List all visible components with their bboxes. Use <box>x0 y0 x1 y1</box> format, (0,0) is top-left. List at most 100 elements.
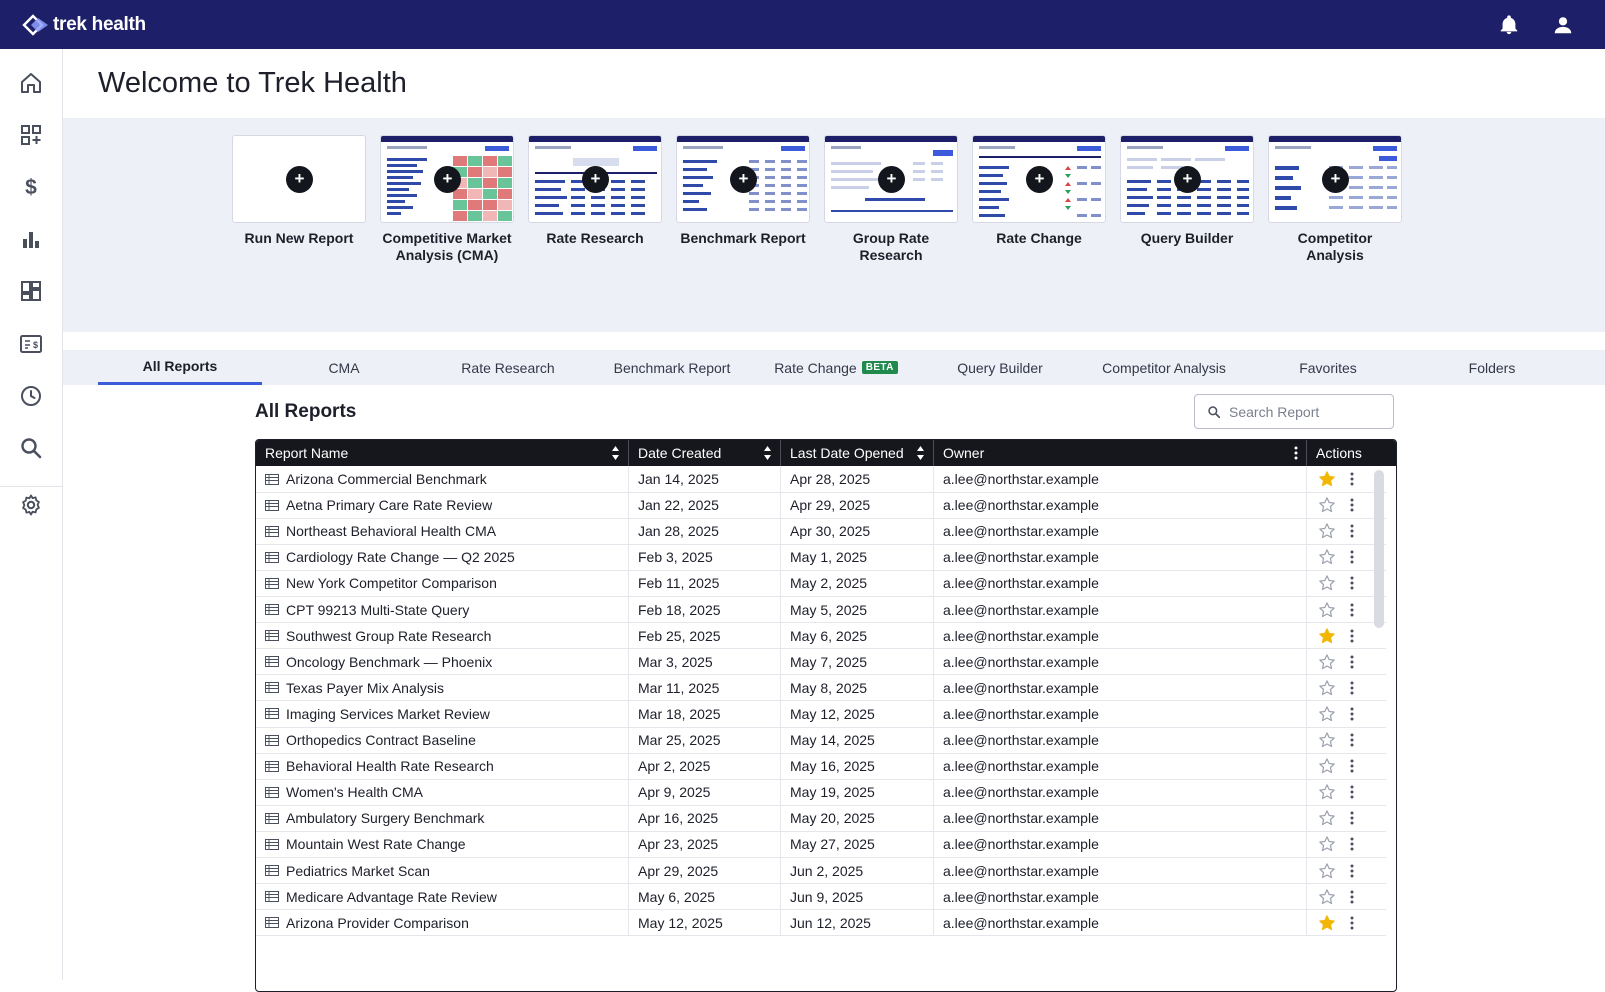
row-menu-icon[interactable] <box>1349 576 1355 590</box>
star-outline-icon[interactable] <box>1318 548 1336 566</box>
table-scrollbar[interactable] <box>1374 470 1384 628</box>
cell-report-name[interactable]: Behavioral Health Rate Research <box>256 753 629 780</box>
row-menu-icon[interactable] <box>1349 785 1355 799</box>
cell-report-name[interactable]: Ambulatory Surgery Benchmark <box>256 805 629 832</box>
star-outline-icon[interactable] <box>1318 679 1336 697</box>
row-menu-icon[interactable] <box>1349 498 1355 512</box>
add-widget-icon[interactable] <box>17 121 45 149</box>
table-row[interactable]: CPT 99213 Multi-State Query Feb 18, 2025 M… <box>256 596 1386 624</box>
star-outline-icon[interactable] <box>1318 862 1336 880</box>
row-menu-icon[interactable] <box>1349 837 1355 851</box>
row-menu-icon[interactable] <box>1349 811 1355 825</box>
table-row[interactable]: Imaging Services Market Review Mar 18, 20… <box>256 700 1386 728</box>
tab-rate-research[interactable]: Rate Research <box>426 350 590 385</box>
column-owner[interactable]: Owner <box>934 440 1307 466</box>
star-outline-icon[interactable] <box>1318 731 1336 749</box>
cell-report-name[interactable]: Pediatrics Market Scan <box>256 857 629 884</box>
cma-card[interactable]: + Competitive Market Analysis (CMA) <box>380 135 514 264</box>
search-input[interactable] <box>1229 403 1389 420</box>
table-row[interactable]: Aetna Primary Care Rate Review Jan 22, 20… <box>256 492 1386 519</box>
table-row[interactable]: Ambulatory Surgery Benchmark Apr 16, 2025… <box>256 805 1386 832</box>
gear-icon[interactable] <box>17 491 45 519</box>
tab-query-builder[interactable]: Query Builder <box>918 350 1082 385</box>
query-builder-card[interactable]: + Query Builder <box>1120 135 1254 247</box>
star-outline-icon[interactable] <box>1318 496 1336 514</box>
star-outline-icon[interactable] <box>1318 757 1336 775</box>
cell-report-name[interactable]: Women's Health CMA <box>256 779 629 806</box>
row-menu-icon[interactable] <box>1349 603 1355 617</box>
row-menu-icon[interactable] <box>1349 733 1355 747</box>
clock-icon[interactable] <box>17 382 45 410</box>
row-menu-icon[interactable] <box>1349 864 1355 878</box>
tab-all-reports[interactable]: All Reports <box>98 350 262 385</box>
plus-icon[interactable]: + <box>1174 166 1201 193</box>
row-menu-icon[interactable] <box>1349 524 1355 538</box>
tab-rate-change[interactable]: Rate Change BETA <box>754 350 918 385</box>
search-icon[interactable] <box>17 434 45 462</box>
dollar-icon[interactable]: $ <box>17 173 45 201</box>
table-row[interactable]: Mountain West Rate Change Apr 23, 2025 May… <box>256 831 1386 859</box>
tab-folders[interactable]: Folders <box>1410 350 1574 385</box>
column-last-date-opened[interactable]: Last Date Opened <box>781 440 934 466</box>
plus-icon[interactable]: + <box>1026 166 1053 193</box>
table-row[interactable]: Women's Health CMA Apr 9, 2025 May 19, 202… <box>256 779 1386 806</box>
cell-report-name[interactable]: CPT 99213 Multi-State Query <box>256 596 629 623</box>
row-menu-icon[interactable] <box>1349 655 1355 669</box>
row-menu-icon[interactable] <box>1349 629 1355 643</box>
table-row[interactable]: Texas Payer Mix Analysis Mar 11, 2025 May … <box>256 674 1386 702</box>
home-icon[interactable] <box>17 69 45 97</box>
star-outline-icon[interactable] <box>1318 705 1336 723</box>
table-row[interactable]: Oncology Benchmark — Phoenix Mar 3, 2025 M… <box>256 648 1386 676</box>
bar-chart-icon[interactable] <box>17 225 45 253</box>
dashboard-icon[interactable] <box>17 277 45 305</box>
tab-favorites[interactable]: Favorites <box>1246 350 1410 385</box>
table-row[interactable]: Southwest Group Rate Research Feb 25, 202… <box>256 622 1386 650</box>
run-new-report-card[interactable]: + Run New Report <box>232 135 366 247</box>
tab-competitor-analysis[interactable]: Competitor Analysis <box>1082 350 1246 385</box>
cell-report-name[interactable]: Northeast Behavioral Health CMA <box>256 518 629 545</box>
star-outline-icon[interactable] <box>1318 522 1336 540</box>
table-row[interactable]: Arizona Commercial Benchmark Jan 14, 2025… <box>256 466 1386 493</box>
cell-report-name[interactable]: Imaging Services Market Review <box>256 700 629 727</box>
cell-report-name[interactable]: New York Competitor Comparison <box>256 570 629 597</box>
sort-icon[interactable] <box>611 445 620 461</box>
cell-report-name[interactable]: Medicare Advantage Rate Review <box>256 883 629 910</box>
benchmark-report-card[interactable]: + Benchmark Report <box>676 135 810 247</box>
row-menu-icon[interactable] <box>1349 472 1355 486</box>
row-menu-icon[interactable] <box>1349 707 1355 721</box>
cell-report-name[interactable]: Oncology Benchmark — Phoenix <box>256 648 629 675</box>
star-outline-icon[interactable] <box>1318 809 1336 827</box>
star-outline-icon[interactable] <box>1318 835 1336 853</box>
cell-report-name[interactable]: Arizona Provider Comparison <box>256 909 629 936</box>
star-filled-icon[interactable] <box>1318 470 1336 488</box>
id-card-icon[interactable]: $ <box>17 330 45 358</box>
row-menu-icon[interactable] <box>1349 916 1355 930</box>
table-row[interactable]: Orthopedics Contract Baseline Mar 25, 202… <box>256 727 1386 754</box>
table-row[interactable]: New York Competitor Comparison Feb 11, 20… <box>256 570 1386 598</box>
column-report-name[interactable]: Report Name <box>256 440 629 466</box>
table-row[interactable]: Medicare Advantage Rate Review May 6, 202… <box>256 883 1386 911</box>
plus-icon[interactable]: + <box>582 166 609 193</box>
table-row[interactable]: Northeast Behavioral Health CMA Jan 28, 2… <box>256 518 1386 545</box>
star-outline-icon[interactable] <box>1318 888 1336 906</box>
plus-icon[interactable]: + <box>730 166 757 193</box>
column-date-created[interactable]: Date Created <box>629 440 781 466</box>
table-row[interactable]: Pediatrics Market Scan Apr 29, 2025 Jun 2,… <box>256 857 1386 885</box>
cell-report-name[interactable]: Arizona Commercial Benchmark <box>256 466 629 492</box>
group-rate-research-card[interactable]: + Group Rate Research <box>824 135 958 264</box>
star-outline-icon[interactable] <box>1318 601 1336 619</box>
cell-report-name[interactable]: Cardiology Rate Change — Q2 2025 <box>256 544 629 571</box>
cell-report-name[interactable]: Aetna Primary Care Rate Review <box>256 492 629 519</box>
cell-report-name[interactable]: Mountain West Rate Change <box>256 831 629 858</box>
sort-icon[interactable] <box>916 445 925 461</box>
brand-logo[interactable]: trek health <box>22 14 146 36</box>
table-row[interactable]: Behavioral Health Rate Research Apr 2, 20… <box>256 753 1386 780</box>
star-outline-icon[interactable] <box>1318 653 1336 671</box>
sort-icon[interactable] <box>763 445 772 461</box>
rate-research-card[interactable]: + Rate Research <box>528 135 662 247</box>
tab-cma[interactable]: CMA <box>262 350 426 385</box>
plus-icon[interactable]: + <box>434 166 461 193</box>
cell-report-name[interactable]: Southwest Group Rate Research <box>256 622 629 649</box>
search-report-box[interactable] <box>1194 394 1394 429</box>
row-menu-icon[interactable] <box>1349 890 1355 904</box>
